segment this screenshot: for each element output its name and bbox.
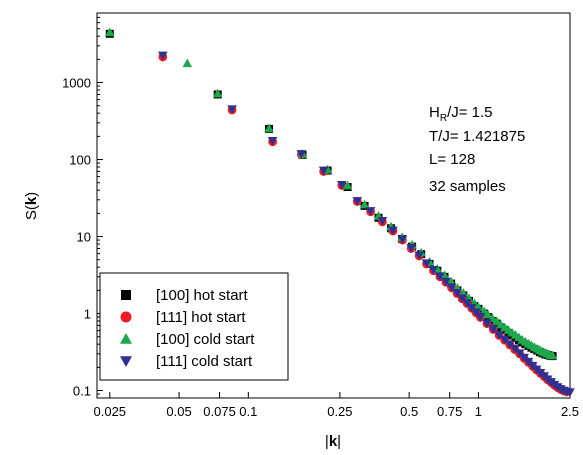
y-axis-label: S(k): [23, 192, 40, 220]
x-tick-label: 0.75: [437, 404, 462, 419]
data-point: [446, 283, 457, 292]
data-point: [296, 150, 307, 159]
x-axis-label: |k|: [325, 433, 341, 450]
data-point: [337, 180, 347, 190]
data-point: [499, 335, 510, 345]
legend-marker: [120, 311, 132, 323]
data-point: [428, 265, 439, 275]
legend-box: [99, 272, 289, 381]
data-point: [475, 312, 486, 322]
legend: [100] hot start [111] hot start [100] cold…: [99, 272, 289, 381]
x-tick-label: 2.5: [561, 404, 579, 419]
data-point: [365, 207, 376, 216]
data-point: [452, 288, 462, 298]
data-point: [318, 166, 329, 176]
field-strength-annotation: HR/J= 1.5: [429, 104, 493, 124]
data-point: [158, 51, 168, 61]
data-point: [359, 199, 370, 209]
data-point: [510, 344, 520, 354]
x-tick-label: 0.075: [203, 404, 236, 419]
data-point: [264, 123, 274, 133]
legend-marker: [120, 356, 132, 367]
y-tick-label: 10: [77, 230, 91, 245]
data-point: [182, 58, 193, 68]
data-point: [414, 251, 424, 261]
data-point: [352, 197, 363, 206]
legend-marker: [121, 290, 131, 300]
data-point: [466, 303, 477, 313]
legend-label: [100] cold start: [156, 331, 255, 348]
data-point: [342, 180, 353, 190]
data-point: [267, 136, 278, 146]
data-point: [488, 325, 499, 334]
lattice-size-annotation: L= 128: [429, 151, 475, 168]
x-tick-label: 0.25: [327, 404, 352, 419]
data-point: [227, 105, 237, 115]
data-point: [483, 309, 493, 319]
data-point: [397, 235, 408, 245]
data-point: [505, 340, 515, 349]
data-point: [471, 308, 481, 318]
y-tick-label: 1: [84, 307, 91, 322]
data-point: [421, 259, 432, 269]
data-markers: [104, 27, 575, 398]
y-tick-label: 0.1: [73, 384, 91, 399]
data-point: [388, 226, 398, 236]
legend-label: [111] hot start: [156, 309, 246, 326]
data-point: [482, 319, 492, 328]
x-tick-label: 0.025: [94, 404, 127, 419]
legend-marker: [120, 333, 132, 344]
x-tick-label: 0.1: [239, 404, 257, 419]
data-point: [491, 316, 502, 325]
samples-annotation: 32 samples: [429, 178, 506, 195]
data-point: [514, 349, 525, 359]
data-point: [104, 27, 115, 37]
y-axis: 0.1 1 10 100 1000: [62, 12, 103, 399]
x-tick-label: 1: [475, 404, 482, 419]
data-point: [462, 299, 472, 308]
data-point: [377, 216, 388, 226]
x-axis: 0.025 0.05 0.075 0.1 0.25 0.5 0.75 1 2.5: [94, 392, 579, 419]
x-tick-label: 0.5: [400, 404, 418, 419]
parameters-annotation: HR/J= 1.5 T/J= 1.421875 L= 128 32 sample…: [429, 104, 525, 195]
data-point: [446, 276, 456, 286]
legend-label: [111] cold start: [156, 353, 253, 370]
temperature-annotation: T/J= 1.421875: [429, 128, 525, 145]
data-point: [435, 272, 445, 282]
data-point: [406, 244, 416, 253]
data-point: [494, 330, 504, 340]
data-point: [457, 294, 467, 304]
plot-frame: [96, 12, 571, 399]
y-tick-label: 100: [69, 153, 91, 168]
legend-label: [100] hot start: [156, 287, 249, 304]
y-tick-label: 1000: [62, 76, 91, 91]
data-point: [547, 350, 558, 360]
data-point: [441, 277, 451, 287]
x-tick-label: 0.05: [166, 404, 191, 419]
data-point: [212, 88, 223, 98]
data-point: [565, 388, 575, 398]
